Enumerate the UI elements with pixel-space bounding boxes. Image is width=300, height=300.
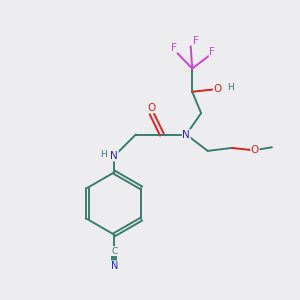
Text: O: O (251, 145, 259, 155)
Text: O: O (147, 103, 156, 113)
Text: F: F (193, 36, 199, 46)
Text: N: N (111, 261, 118, 271)
Text: O: O (213, 84, 222, 94)
Text: N: N (110, 151, 118, 161)
Text: F: F (209, 46, 215, 57)
Text: F: F (171, 43, 177, 53)
Text: H: H (227, 83, 234, 92)
Text: H: H (100, 150, 106, 159)
Text: N: N (182, 130, 190, 140)
Text: C: C (111, 247, 118, 256)
